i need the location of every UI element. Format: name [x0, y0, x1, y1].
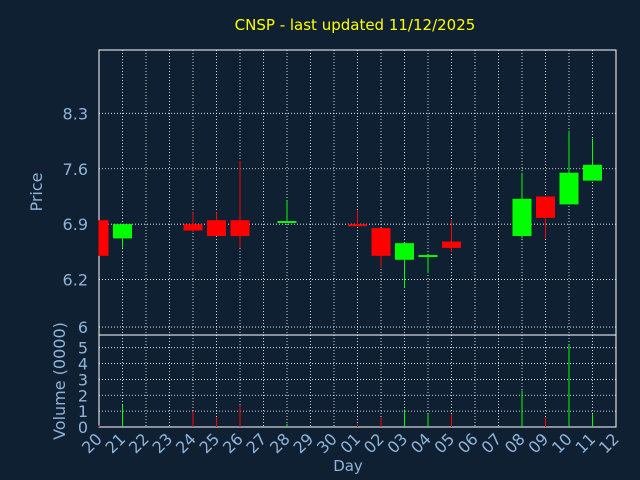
candle-body [183, 224, 203, 231]
volume-tick-label: 4 [78, 355, 88, 374]
candle-body [395, 243, 414, 260]
volume-axis-label: Volume (0000) [50, 322, 69, 440]
price-tick-label: 8.3 [63, 104, 88, 123]
candle-body [442, 241, 461, 248]
price-axis-label: Price [27, 172, 46, 211]
price-tick-label: 6 [78, 318, 88, 337]
candle-body [559, 172, 579, 205]
candle-body [371, 228, 391, 256]
candle-body [418, 255, 438, 258]
volume-tick-label: 1 [78, 402, 88, 421]
price-tick-label: 7.6 [63, 160, 88, 179]
volume-tick-label: 3 [78, 370, 88, 389]
candlestick-series [98, 130, 602, 288]
candle-body [277, 221, 297, 223]
volume-tick-label: 2 [78, 386, 88, 405]
volume-tick-label: 5 [78, 339, 88, 358]
candle-body [207, 220, 226, 237]
candle-body [512, 198, 532, 237]
chart-title: CNSP - last updated 11/12/2025 [235, 16, 476, 34]
price-tick-label: 6.9 [63, 215, 88, 234]
volume-bar-series [98, 344, 593, 427]
candle-body [536, 196, 555, 218]
candle-body [583, 164, 602, 181]
candle-body [99, 220, 109, 256]
price-tick-label: 6.2 [63, 271, 88, 290]
price-axis-ticks: 8.3 7.6 6.9 6.2 6 [63, 104, 88, 337]
candle-body [230, 220, 250, 237]
candle-body [113, 224, 132, 239]
candle-body [348, 224, 367, 227]
day-axis-ticks: 2021222324252627282930010203040506070809… [78, 429, 623, 457]
volume-tick-label: 0 [78, 418, 88, 437]
day-axis-label: Day [333, 457, 363, 475]
